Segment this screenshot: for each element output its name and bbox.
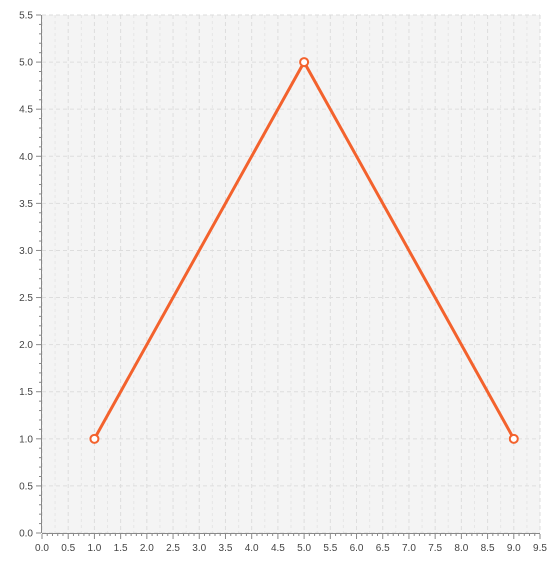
y-tick-label: 4.0 xyxy=(19,152,33,163)
x-tick-label: 8.5 xyxy=(481,543,495,554)
x-tick-label: 0.0 xyxy=(35,543,49,554)
x-tick-label: 7.0 xyxy=(402,543,416,554)
y-tick-label: 0.0 xyxy=(19,529,33,540)
y-tick-label: 1.5 xyxy=(19,387,33,398)
y-tick-label: 3.5 xyxy=(19,199,33,210)
x-tick-label: 2.0 xyxy=(140,543,154,554)
x-axis-ticks: 0.0 0.5 1.0 1.5 2.0 2.5 3.0 3.5 4.0 4.5 5.0 5.5 6.0 6… xyxy=(35,534,547,554)
x-tick-label: 5.0 xyxy=(297,543,311,554)
y-tick-label: 0.5 xyxy=(19,481,33,492)
y-tick-label: 4.5 xyxy=(19,105,33,116)
axes xyxy=(41,15,540,534)
x-tick-label: 9.5 xyxy=(533,543,547,554)
x-tick-label: 7.5 xyxy=(428,543,442,554)
x-tick-label: 2.5 xyxy=(166,543,180,554)
y-tick-label: 5.0 xyxy=(19,58,33,69)
x-tick-label: 6.5 xyxy=(376,543,390,554)
x-tick-label: 1.5 xyxy=(114,543,128,554)
y-tick-label: 1.0 xyxy=(19,434,33,445)
data-point xyxy=(299,57,310,68)
x-tick-label: 1.0 xyxy=(87,543,101,554)
x-tick-label: 4.5 xyxy=(271,543,285,554)
x-tick-label: 6.0 xyxy=(350,543,364,554)
x-tick-label: 0.5 xyxy=(61,543,75,554)
data-point xyxy=(89,433,100,444)
y-tick-label: 2.0 xyxy=(19,340,33,351)
x-tick-label: 5.5 xyxy=(323,543,337,554)
x-tick-label: 3.5 xyxy=(219,543,233,554)
x-tick-label: 3.0 xyxy=(192,543,206,554)
y-tick-label: 3.0 xyxy=(19,246,33,257)
x-tick-label: 9.0 xyxy=(507,543,521,554)
x-tick-label: 4.0 xyxy=(245,543,259,554)
data-point xyxy=(508,433,519,444)
data-points xyxy=(89,57,519,444)
y-tick-label: 5.5 xyxy=(19,11,33,22)
y-axis-ticks: 0.0 0.5 1.0 1.5 2.0 2.5 3.0 3.5 4.0 4.5 5.0 5.5 xyxy=(19,11,41,540)
x-tick-label: 8.0 xyxy=(454,543,468,554)
y-tick-label: 2.5 xyxy=(19,293,33,304)
